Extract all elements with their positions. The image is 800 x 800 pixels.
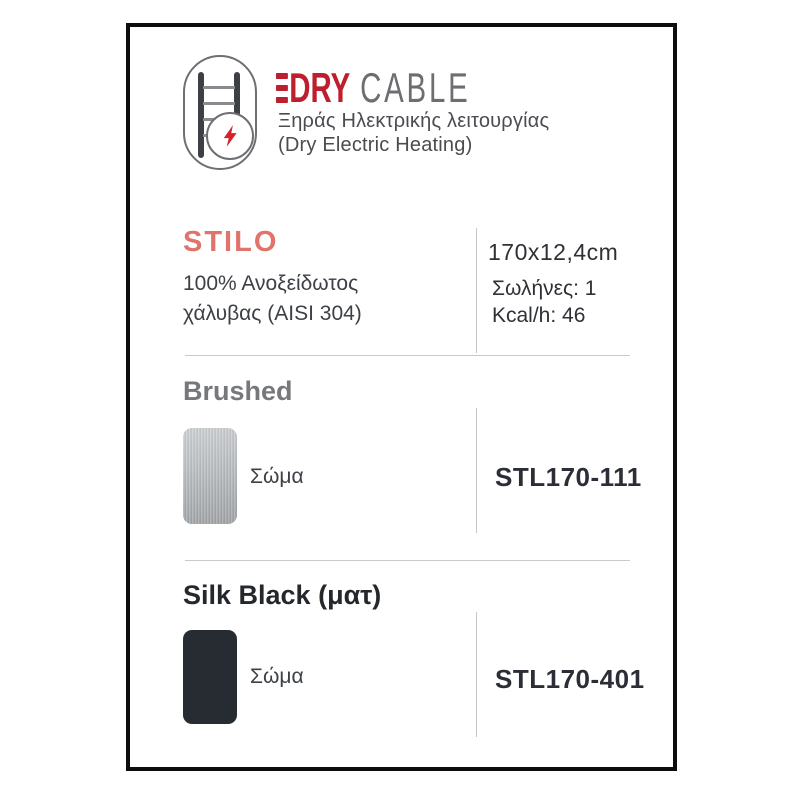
product-dimensions: 170x12,4cm [488, 239, 619, 265]
section-divider [185, 355, 630, 356]
brand-tagline-english: (Dry Electric Heating) [278, 134, 473, 156]
brand-tagline-greek: Ξηράς Ηλεκτρικής λειτουργίας [278, 110, 550, 132]
product-code-brushed: STL170-111 [495, 462, 642, 492]
lightning-bolt-icon [223, 125, 237, 147]
plug-icon [276, 73, 288, 103]
finish-swatch-brushed [183, 428, 237, 524]
part-label: Σώμα [250, 665, 304, 688]
spec-divider [476, 228, 477, 353]
section-divider [185, 560, 630, 561]
code-divider [476, 408, 477, 533]
product-name: STILO [183, 226, 279, 258]
product-tubes: Σωλήνες: 1 [492, 277, 597, 300]
brand-tagline: Ξηράς Ηλεκτρικής λειτουργίας (Dry Electr… [278, 109, 549, 157]
ladder-rail-icon [198, 72, 204, 158]
product-kcal: Kcal/h: 46 [492, 304, 586, 327]
finish-swatch-silk-black [183, 630, 237, 724]
towel-radiator-logo-icon [183, 55, 257, 170]
finish-title-silk-black: Silk Black (ματ) [183, 580, 382, 610]
code-divider [476, 612, 477, 737]
lightning-badge-icon [206, 112, 254, 160]
brand-name-primary: DRY [289, 64, 351, 111]
finish-title-brushed: Brushed [183, 376, 293, 406]
part-label: Σώμα [250, 465, 304, 488]
ladder-rung-icon [203, 102, 235, 105]
ladder-rail-icon [234, 72, 240, 138]
brand-name-secondary: CABLE [360, 64, 471, 111]
product-material: 100% Ανοξείδωτος χάλυβας (AISI 304) [183, 272, 362, 325]
brand-logotype: DRY CABLE [276, 64, 471, 112]
ladder-rung-icon [203, 86, 235, 89]
product-code-silk-black: STL170-401 [495, 664, 645, 694]
spec-sheet-card: DRY CABLE Ξηράς Ηλεκτρικής λειτουργίας (… [126, 23, 677, 771]
